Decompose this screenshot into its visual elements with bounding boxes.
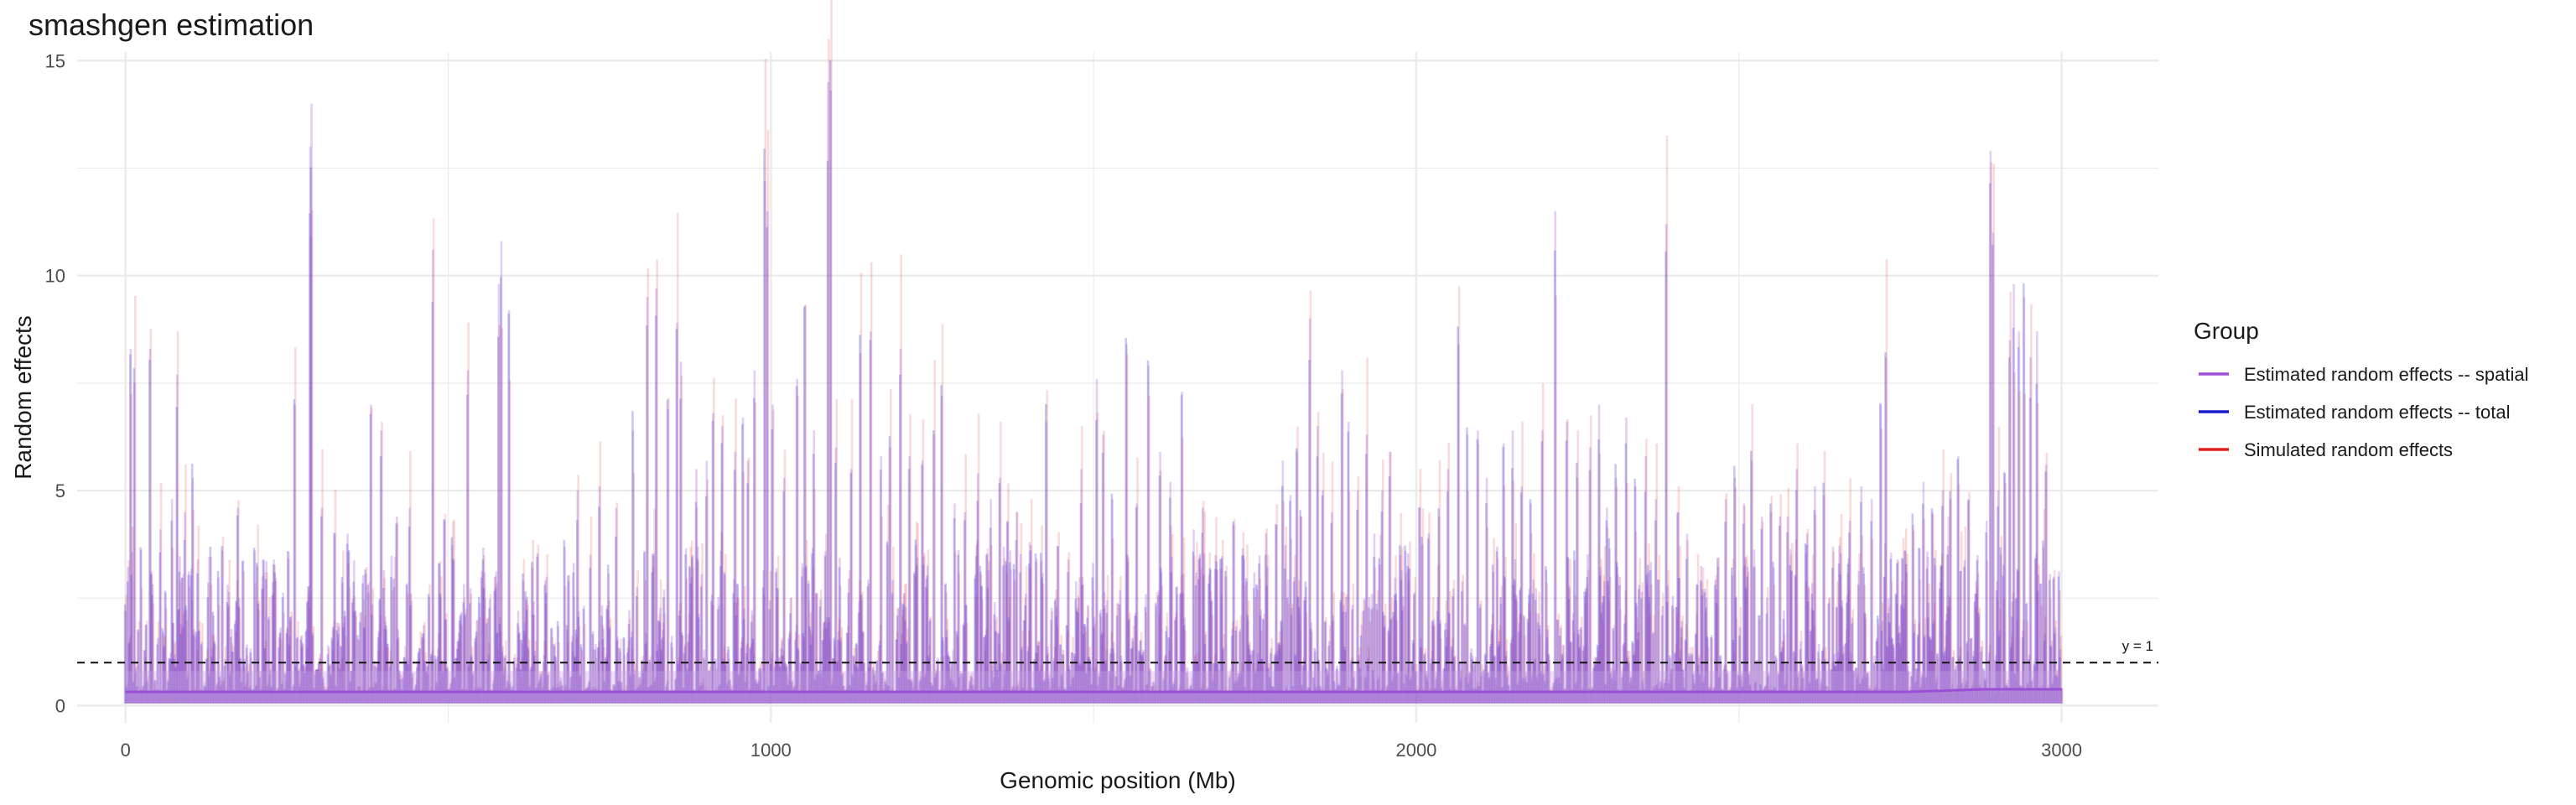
y-tick-label: 15 <box>45 50 65 71</box>
legend-label: Estimated random effects -- spatial <box>2244 364 2529 385</box>
x-tick-label: 2000 <box>1395 740 1436 761</box>
legend-title: Group <box>2194 318 2259 344</box>
y-tick-label: 5 <box>55 480 65 501</box>
baseline-band <box>125 671 2062 704</box>
estimated-mean-line <box>125 688 2062 693</box>
chart-title: smashgen estimation <box>29 8 314 42</box>
grid <box>77 52 2158 723</box>
series-estimated-random-effects-spatial <box>124 81 2063 704</box>
legend-label: Estimated random effects -- total <box>2244 402 2511 423</box>
tick-labels: 0 5 10 15 0 1000 2000 3000 <box>45 50 2083 761</box>
y-tick-label: 10 <box>45 266 65 287</box>
y-axis-title: Random effects <box>10 315 36 480</box>
reference-line-label: y = 1 <box>2122 638 2153 654</box>
x-axis-title: Genomic position (Mb) <box>1000 767 1236 793</box>
overlay: y = 1 <box>77 638 2158 693</box>
x-tick-label: 0 <box>121 740 131 761</box>
x-tick-label: 3000 <box>2041 740 2082 761</box>
series-simulated-random-effects <box>125 0 2064 704</box>
data-series <box>123 0 2064 704</box>
series-estimated-random-effects-total <box>123 60 2063 704</box>
legend: Group Estimated random effects -- spatia… <box>2194 318 2529 460</box>
y-tick-label: 0 <box>55 695 65 716</box>
x-tick-label: 1000 <box>750 740 792 761</box>
legend-label: Simulated random effects <box>2244 439 2453 460</box>
